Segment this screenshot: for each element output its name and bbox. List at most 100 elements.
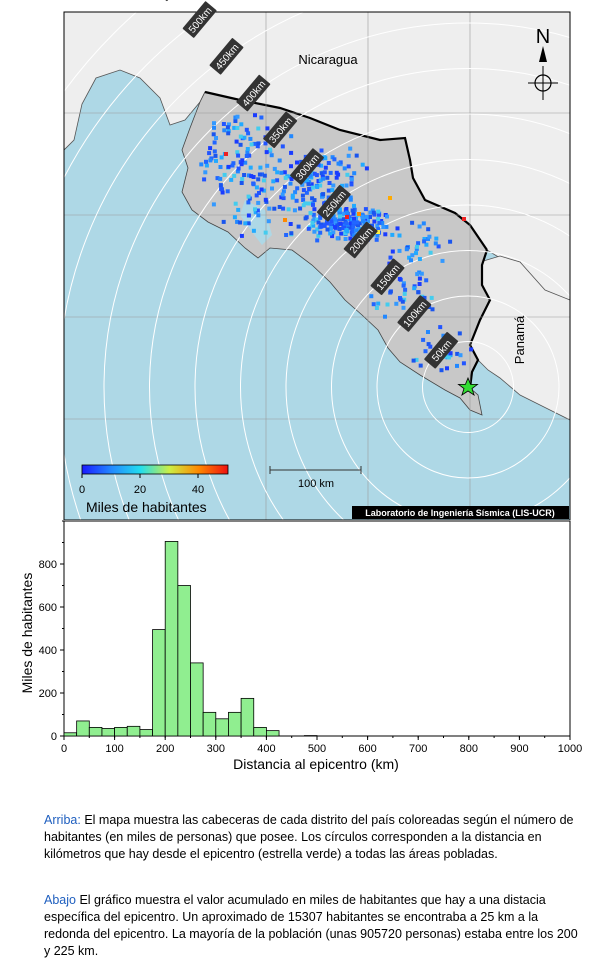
population-dot [321,192,326,197]
population-dot [204,159,208,164]
population-dot [295,160,299,165]
population-dot [342,166,347,171]
population-dot [423,349,428,354]
population-dot [345,210,350,215]
distance-ring [240,159,570,520]
population-dot [369,294,374,299]
population-dot [311,218,316,223]
population-dot [342,225,347,230]
population-dot [348,236,353,241]
population-dot [282,184,287,189]
population-dot [259,187,264,192]
population-dot [336,172,341,177]
x-tick-label: 500 [308,743,326,755]
population-dot [439,368,444,373]
population-dot [424,278,429,283]
population-dot [253,210,258,215]
population-dot [329,219,334,224]
population-dot [398,297,403,302]
population-dot [251,228,256,233]
population-dot [430,307,435,312]
population-dot [377,220,382,225]
population-dot [220,190,225,195]
population-dot [327,181,332,185]
population-dot [414,246,419,251]
distance-ring [422,341,514,433]
distance-ring [103,22,570,520]
population-dot [325,175,330,180]
population-dot [289,164,293,169]
population-dot [300,182,305,187]
population-dot [411,358,416,363]
population-dot [289,231,294,236]
population-dot [414,357,419,362]
population-dot [388,196,392,200]
population-dot [279,195,284,200]
population-dot [281,206,286,211]
population-dot [244,154,249,158]
population-dot [227,122,231,127]
population-dot [251,182,256,187]
population-dot [300,193,305,198]
population-dot [352,203,356,208]
population-dot [426,330,430,334]
population-dot [312,171,317,176]
histogram-bar [190,662,204,737]
population-dot [312,207,317,212]
population-dot [434,236,439,241]
population-dot [348,197,353,202]
population-dot [239,181,244,185]
population-dot [329,226,333,230]
population-dot [243,160,248,165]
histogram-bar [139,729,153,737]
population-dot [323,156,328,161]
population-dot [256,177,261,182]
population-dot [348,225,353,230]
x-tick-label: 100 [105,743,123,755]
population-dot [322,170,327,175]
population-dot [370,208,375,213]
population-dot [236,207,241,212]
population-dot [351,220,356,225]
population-dot [319,171,324,176]
population-dot [308,173,313,178]
population-dot [319,222,324,227]
population-dot [253,113,257,118]
population-dot [226,164,231,169]
population-dot [352,216,356,221]
population-dot [428,344,433,349]
population-dot [272,206,277,211]
population-dot [208,146,213,151]
histogram-bar [240,697,255,737]
population-dot [441,333,446,338]
population-dot [342,211,347,216]
population-dot [315,185,320,189]
population-dot [461,361,466,366]
population-dot [375,233,380,238]
population-dot [280,144,285,149]
population-dot [264,150,269,155]
population-dot [427,234,432,239]
population-dot [420,294,425,299]
population-dot [248,165,253,170]
population-dot [252,141,257,146]
x-axis-label: Distancia al epicentro (km) [233,756,399,772]
population-dot [255,208,260,213]
population-dot [337,217,342,222]
population-dot [448,351,453,356]
population-dot [323,165,328,170]
credit-label: Laboratorio de Ingeniería Sísmica (LIS-U… [365,508,555,518]
colorbar-tick: 0 [79,484,85,496]
population-dot [355,220,360,225]
population-dot [336,161,341,166]
plot-frame [63,520,571,737]
population-dot [330,188,335,193]
border-north [204,90,488,251]
population-dot [315,227,320,232]
population-dot [380,221,385,225]
population-dot [343,231,348,235]
population-dot [376,230,380,234]
population-dot [256,213,261,218]
population-dot [265,126,270,131]
histogram-bar [164,541,179,737]
